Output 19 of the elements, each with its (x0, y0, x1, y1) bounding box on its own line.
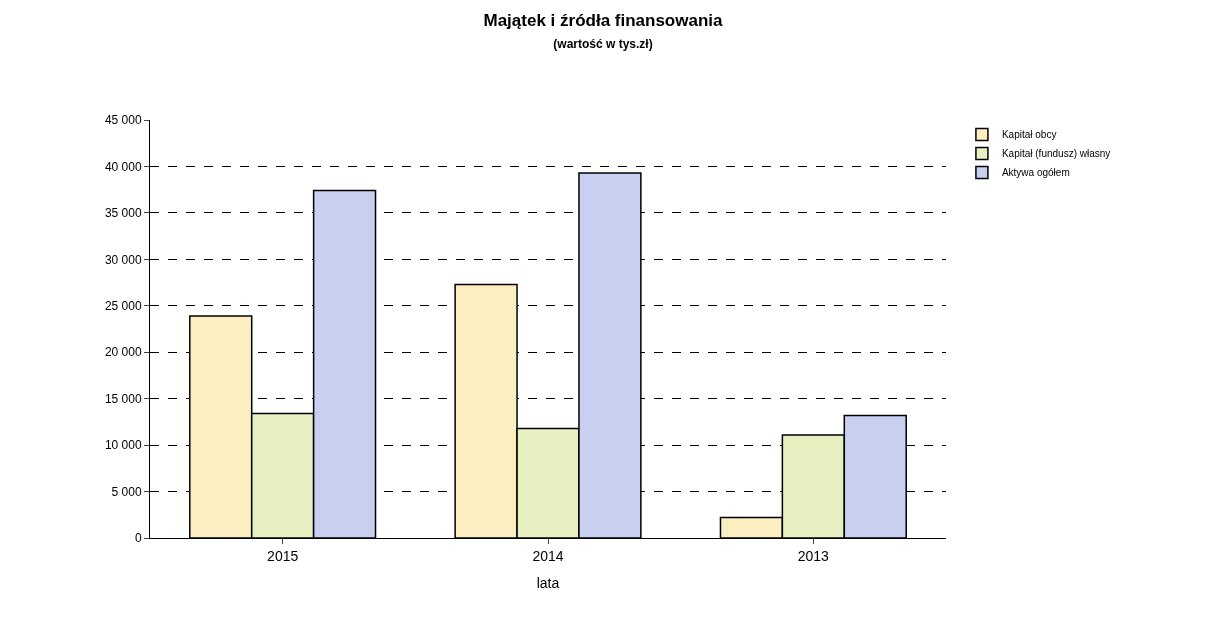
x-tick-label: 2013 (797, 547, 830, 564)
legend-label: Kapitał obcy (1001, 129, 1057, 141)
y-tick-label: 30 000 (104, 252, 142, 267)
y-tick-label: 20 000 (104, 345, 142, 360)
legend-label: Aktywa ogółem (1001, 167, 1070, 179)
legend-label: Kapitał (fundusz) własny (1001, 148, 1111, 160)
y-tick-label: 5 000 (111, 484, 142, 499)
x-tick-label: 2014 (532, 547, 564, 564)
y-tick-label: 15 000 (104, 391, 142, 406)
y-tick-label: 35 000 (104, 206, 142, 221)
x-tick-label: 2015 (267, 547, 299, 564)
chart-subtitle: (wartość w tys.zł) (553, 36, 653, 51)
x-axis-title: lata (536, 575, 560, 592)
y-tick-label: 0 (134, 531, 142, 546)
y-tick-label: 45 000 (104, 113, 142, 128)
y-tick-label: 25 000 (104, 298, 142, 313)
y-tick-label: 10 000 (104, 438, 142, 453)
chart-title: Majątek i źródła finansowania (483, 10, 724, 30)
y-tick-label: 40 000 (104, 159, 142, 174)
